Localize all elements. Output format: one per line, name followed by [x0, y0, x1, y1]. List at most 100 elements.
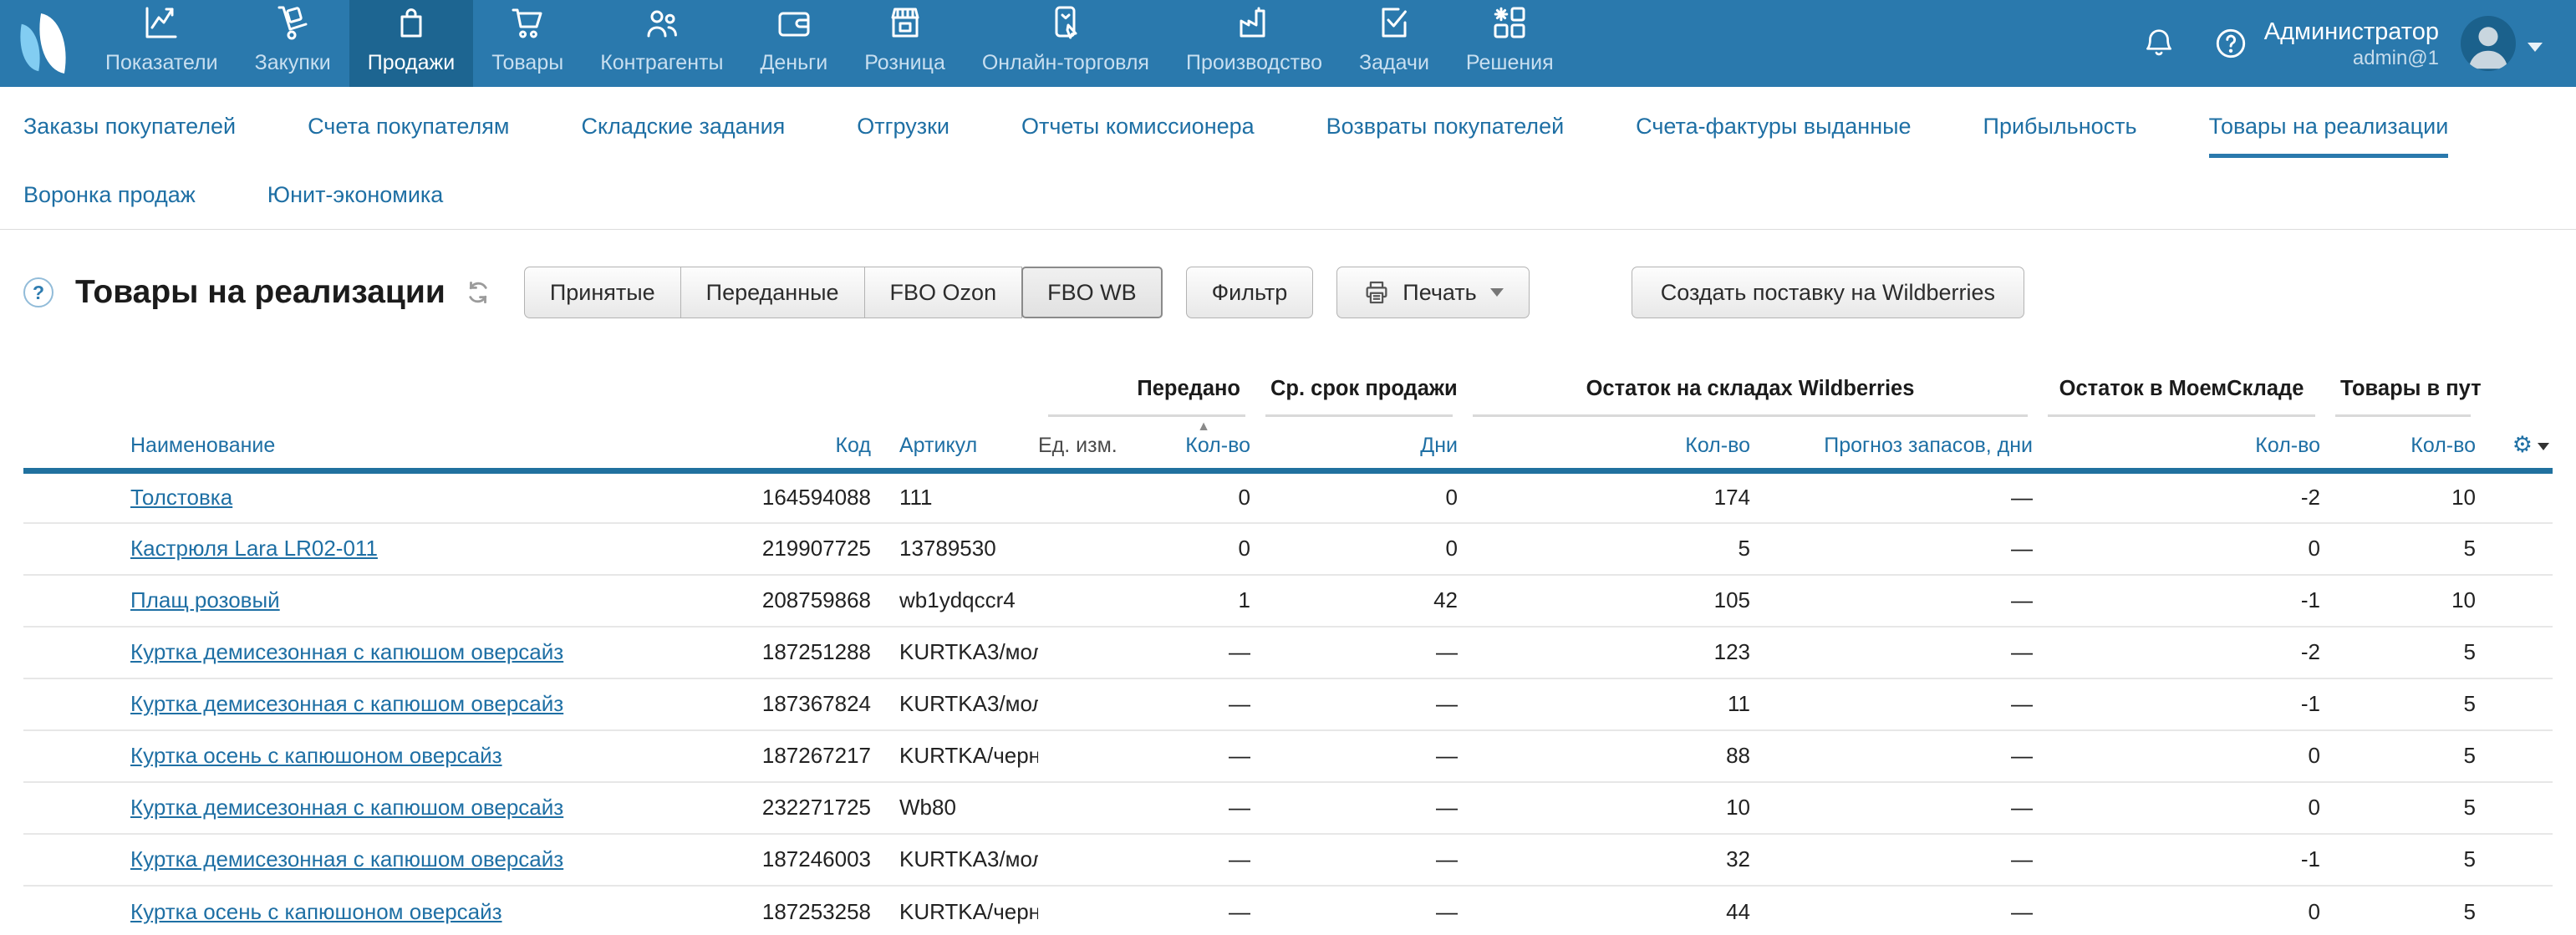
print-label: Печать [1403, 280, 1476, 306]
moysklad-logo[interactable] [0, 0, 87, 87]
nav-item-proizvodstvo[interactable]: Производство [1168, 0, 1341, 87]
cell-code: 187246003 [751, 834, 876, 886]
cell-code: 187251288 [751, 627, 876, 678]
nav-item-pokazateli[interactable]: Показатели [87, 0, 237, 87]
segment-peredannye-button[interactable]: Переданные [680, 267, 865, 318]
cell-wb-qty: 105 [1463, 575, 1755, 627]
tab-zakazy-pokupateley[interactable]: Заказы покупателей [23, 114, 236, 140]
nav-label: Онлайн-торговля [982, 51, 1149, 75]
col-naimenovanie[interactable]: Наименование [23, 417, 751, 471]
product-name-link[interactable]: Кастрюля Lara LR02-011 [130, 536, 378, 561]
col-kolvo-ms[interactable]: Кол-во [2038, 417, 2325, 471]
cell-wb-qty: 88 [1463, 730, 1755, 782]
col-kod[interactable]: Код [751, 417, 876, 471]
nav-item-zadachi[interactable]: Задачи [1341, 0, 1448, 87]
cell-transit-qty: 10 [2325, 575, 2481, 627]
cell-unit [1038, 627, 1163, 678]
top-nav-bar: Показатели Закупки Продажи Товары Контра… [0, 0, 2576, 87]
product-name-link[interactable]: Куртка демисезонная с капюшом оверсайз [130, 795, 563, 820]
cell-unit [1038, 834, 1163, 886]
wallet-icon [774, 3, 814, 43]
product-name-link[interactable]: Куртка осень с капюшоном оверсайз [130, 899, 502, 924]
cell-ms-qty: 0 [2038, 523, 2325, 575]
table-row[interactable]: Кастрюля Lara LR02-011 219907725 1378953… [23, 523, 2553, 575]
cell-code: 208759868 [751, 575, 876, 627]
col-dni[interactable]: Дни [1255, 417, 1463, 471]
nav-item-resheniya[interactable]: Решения [1448, 0, 1572, 87]
table-row[interactable]: Куртка осень с капюшоном оверсайз 187267… [23, 730, 2553, 782]
table-row[interactable]: Куртка демисезонная с капюшом оверсайз 2… [23, 782, 2553, 834]
col-kolvo-puti[interactable]: Кол-во [2325, 417, 2481, 471]
cell-unit [1038, 678, 1163, 730]
cell-days: — [1255, 886, 1463, 935]
nav-label: Контрагенты [600, 51, 723, 75]
columns-settings-caret-icon[interactable] [2538, 443, 2549, 450]
table-row[interactable]: Куртка осень с капюшоном оверсайз 187253… [23, 886, 2553, 935]
product-name-link[interactable]: Куртка демисезонная с капюшом оверсайз [130, 846, 563, 871]
segment-fbo-ozon-button[interactable]: FBO Ozon [864, 267, 1023, 318]
filter-button[interactable]: Фильтр [1186, 267, 1314, 318]
col-artikul[interactable]: Артикул [876, 417, 1038, 471]
tab-scheta-faktury-vydannye[interactable]: Счета-фактуры выданные [1636, 114, 1911, 140]
table-row[interactable]: Куртка демисезонная с капюшом оверсайз 1… [23, 627, 2553, 678]
nav-item-prodazhi[interactable]: Продажи [349, 0, 473, 87]
cell-code: 232271725 [751, 782, 876, 834]
user-menu-caret-icon[interactable] [2528, 43, 2543, 52]
table-row[interactable]: Плащ розовый 208759868 wb1ydqccr4 1 42 1… [23, 575, 2553, 627]
group-tovary-v-puti: Товары в пути [2335, 377, 2471, 417]
segment-prinyatye-button[interactable]: Принятые [524, 267, 681, 318]
cell-transit-qty: 5 [2325, 627, 2481, 678]
tab-voronka-prodazh[interactable]: Воронка продаж [23, 182, 196, 208]
print-button[interactable]: Печать [1336, 267, 1529, 318]
tab-vozvraty-pokupateley[interactable]: Возвраты покупателей [1326, 114, 1565, 140]
refresh-icon[interactable] [464, 278, 492, 307]
help-icon[interactable] [2206, 0, 2256, 87]
tab-tovary-na-realizatsii[interactable]: Товары на реализации [2209, 114, 2449, 140]
page-title: Товары на реализации [75, 274, 445, 311]
people-icon [642, 3, 682, 43]
cell-transit-qty: 5 [2325, 678, 2481, 730]
tab-yunit-ekonomika[interactable]: Юнит-экономика [267, 182, 444, 208]
col-kolvo-wb[interactable]: Кол-во [1463, 417, 1755, 471]
product-name-link[interactable]: Куртка осень с капюшоном оверсайз [130, 743, 502, 768]
cell-ms-qty: 0 [2038, 886, 2325, 935]
segment-fbo-wb-button[interactable]: FBO WB [1021, 267, 1163, 318]
cell-peredano-qty: 0 [1163, 523, 1255, 575]
cell-article: KURTKA3/моло [876, 834, 1038, 886]
table-row[interactable]: Толстовка 164594088 111 0 0 174 — -2 10 [23, 471, 2553, 523]
cell-ms-qty: -2 [2038, 627, 2325, 678]
nav-label: Показатели [105, 51, 218, 75]
cell-ms-qty: -1 [2038, 575, 2325, 627]
tab-otchety-komissionera[interactable]: Отчеты комиссионера [1021, 114, 1255, 140]
tab-skladskie-zadaniya[interactable]: Складские задания [581, 114, 785, 140]
product-name-link[interactable]: Куртка демисезонная с капюшом оверсайз [130, 691, 563, 716]
create-wb-supply-button[interactable]: Создать поставку на Wildberries [1632, 267, 2024, 318]
notifications-bell-icon[interactable] [2134, 0, 2184, 87]
product-name-link[interactable]: Плащ розовый [130, 587, 280, 612]
page-toolbar: ? Товары на реализации Принятые Переданн… [23, 267, 2553, 318]
product-name-link[interactable]: Куртка демисезонная с капюшом оверсайз [130, 639, 563, 664]
page-help-icon[interactable]: ? [23, 277, 53, 307]
tab-scheta-pokupatelyam[interactable]: Счета покупателям [308, 114, 509, 140]
nav-item-online-torgovlya[interactable]: Онлайн-торговля [964, 0, 1168, 87]
nav-label: Решения [1466, 51, 1554, 75]
tab-otgruzki[interactable]: Отгрузки [857, 114, 949, 140]
cell-article: wb1ydqccr4 [876, 575, 1038, 627]
columns-settings-gear-icon[interactable]: ⚙ [2512, 432, 2533, 457]
avatar[interactable] [2461, 16, 2516, 71]
table-row[interactable]: Куртка демисезонная с капюшом оверсайз 1… [23, 834, 2553, 886]
col-prognoz-zapasov[interactable]: Прогноз запасов, дни [1755, 417, 2038, 471]
col-kolvo-peredano[interactable]: ▲ Кол-во [1163, 417, 1255, 471]
group-peredano: Передано [1048, 377, 1245, 417]
nav-item-roznitsa[interactable]: Розница [846, 0, 964, 87]
nav-item-dengi[interactable]: Деньги [741, 0, 846, 87]
table-row[interactable]: Куртка демисезонная с капюшом оверсайз 1… [23, 678, 2553, 730]
nav-item-tovary[interactable]: Товары [473, 0, 582, 87]
nav-item-zakupki[interactable]: Закупки [237, 0, 349, 87]
cell-peredano-qty: — [1163, 730, 1255, 782]
nav-item-kontragenty[interactable]: Контрагенты [582, 0, 741, 87]
cell-forecast: — [1755, 834, 2038, 886]
tab-pribylnost[interactable]: Прибыльность [1983, 114, 2137, 140]
product-name-link[interactable]: Толстовка [130, 485, 232, 510]
cell-wb-qty: 5 [1463, 523, 1755, 575]
